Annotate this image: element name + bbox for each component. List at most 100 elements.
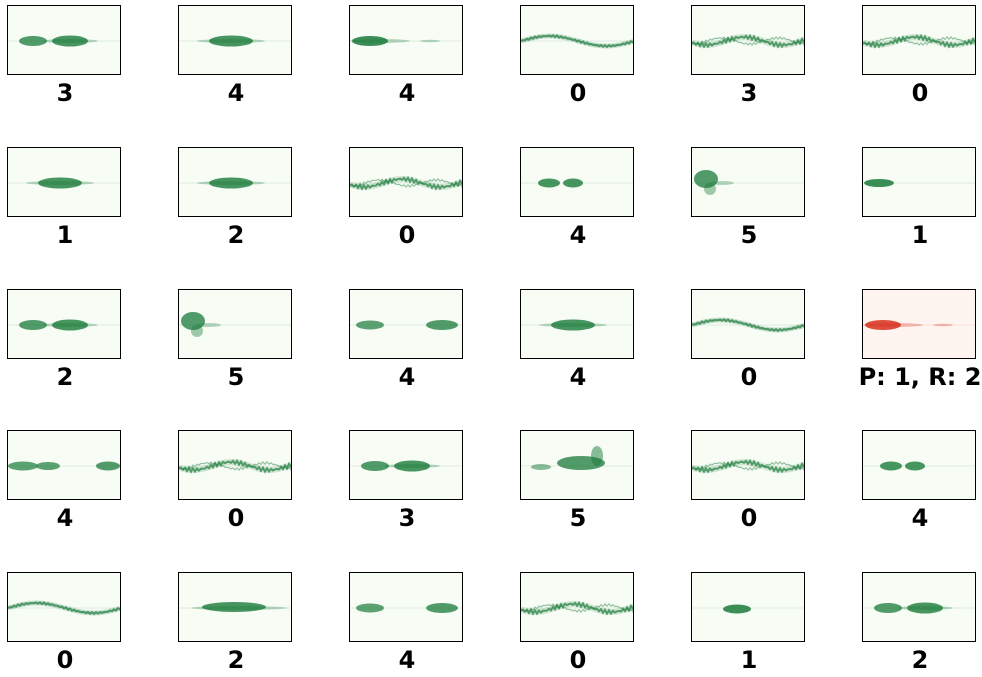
- signal-blob: [384, 464, 440, 468]
- spectrogram-panel: [520, 147, 634, 217]
- signal-blob: [531, 464, 551, 470]
- signal-trace: [692, 459, 804, 473]
- signal-blob: [181, 312, 205, 330]
- signal-blob: [26, 181, 94, 185]
- spectrogram-panel: [691, 289, 805, 359]
- signal-trace: [521, 33, 633, 49]
- signal-blob: [563, 178, 583, 188]
- spectrogram-cell: 4: [349, 289, 465, 391]
- spectrogram-cell: 5: [520, 430, 636, 532]
- panel-label: 0: [227, 504, 245, 532]
- signal-trace: [521, 602, 633, 614]
- spectrogram-image: [521, 600, 633, 616]
- signal-trace: [692, 458, 804, 474]
- spectrogram-image: [350, 460, 462, 472]
- signal-trace: [350, 175, 462, 191]
- panel-label: 5: [569, 504, 587, 532]
- spectrogram-panel: [349, 5, 463, 75]
- panel-label: 2: [56, 363, 74, 391]
- spectrogram-cell: 0: [520, 572, 636, 674]
- signal-trace: [521, 601, 633, 615]
- panel-label: 4: [56, 504, 74, 532]
- signal-blob: [96, 461, 120, 471]
- spectrogram-panel: [520, 572, 634, 642]
- spectrogram-cell: 3: [7, 5, 123, 107]
- signal-blob: [420, 39, 440, 43]
- panel-label: P: 1, R: 2: [858, 363, 982, 391]
- spectrogram-image: [863, 179, 975, 187]
- signal-blob: [191, 325, 203, 337]
- signal-blob: [52, 319, 88, 331]
- spectrogram-image: [179, 177, 291, 189]
- spectrogram-cell: 0: [691, 289, 807, 391]
- spectrogram-cell: 5: [178, 289, 294, 391]
- spectrogram-cell: 1: [7, 147, 123, 249]
- signal-blob: [42, 39, 98, 43]
- spectrogram-cell: 3: [691, 5, 807, 107]
- spectrogram-cell: 2: [862, 572, 978, 674]
- spectrogram-cell: 0: [520, 5, 636, 107]
- spectrogram-image: [521, 178, 633, 188]
- spectrogram-panel: [7, 147, 121, 217]
- spectrogram-cell: 4: [178, 5, 294, 107]
- spectrogram-panel: [178, 289, 292, 359]
- signal-trace: [179, 459, 291, 473]
- spectrogram-panel: [178, 572, 292, 642]
- spectrogram-panel: [691, 147, 805, 217]
- spectrogram-panel: [178, 5, 292, 75]
- signal-blob: [551, 319, 595, 331]
- signal-blob: [19, 36, 47, 46]
- signal-blob: [591, 446, 603, 466]
- spectrogram-image: [521, 446, 633, 470]
- spectrogram-image: [8, 177, 120, 189]
- spectrogram-image: [179, 312, 291, 337]
- signal-blob: [350, 39, 410, 43]
- spectrogram-image: [521, 33, 633, 49]
- panel-label: 0: [911, 79, 929, 107]
- panel-label: 5: [740, 221, 758, 249]
- spectrogram-image: [8, 600, 120, 616]
- spectrogram-cell: 2: [178, 147, 294, 249]
- signal-blob: [209, 35, 253, 47]
- signal-blob: [36, 462, 60, 470]
- spectrogram-panel: [349, 147, 463, 217]
- spectrogram-image: [692, 604, 804, 614]
- spectrogram-image: [179, 35, 291, 47]
- spectrogram-image: [350, 175, 462, 191]
- signal-blob: [863, 323, 923, 327]
- signal-blob: [52, 35, 88, 47]
- signal-trace: [179, 458, 291, 474]
- signal-blob: [874, 603, 902, 613]
- spectrogram-cell: 4: [520, 289, 636, 391]
- signal-blob: [356, 603, 384, 613]
- panel-label: 1: [56, 221, 74, 249]
- spectrogram-panel: [862, 572, 976, 642]
- signal-trace: [179, 460, 291, 472]
- spectrogram-cell: 2: [7, 289, 123, 391]
- signal-blob: [905, 461, 925, 471]
- spectrogram-cell: 0: [178, 430, 294, 532]
- spectrogram-cell: 4: [349, 5, 465, 107]
- spectrogram-image: [350, 320, 462, 330]
- signal-trace: [863, 34, 975, 48]
- spectrogram-panel: [349, 572, 463, 642]
- signal-blob: [710, 181, 734, 185]
- panel-label: 4: [398, 363, 416, 391]
- signal-trace: [692, 317, 804, 333]
- signal-trace: [350, 176, 462, 190]
- spectrogram-panel: [691, 430, 805, 500]
- signal-blob: [202, 602, 266, 612]
- signal-blob: [897, 606, 953, 610]
- signal-blob: [907, 602, 943, 614]
- panel-label: 0: [56, 646, 74, 674]
- spectrogram-cell: 3: [349, 430, 465, 532]
- panel-label: 4: [227, 79, 245, 107]
- signal-blob: [352, 36, 388, 46]
- signal-blob: [361, 461, 389, 471]
- panel-label: 4: [398, 646, 416, 674]
- spectrogram-image: [692, 170, 804, 195]
- spectrogram-cell: 0: [862, 5, 978, 107]
- signal-trace: [521, 600, 633, 616]
- spectrogram-panel: [178, 430, 292, 500]
- signal-trace: [692, 318, 804, 333]
